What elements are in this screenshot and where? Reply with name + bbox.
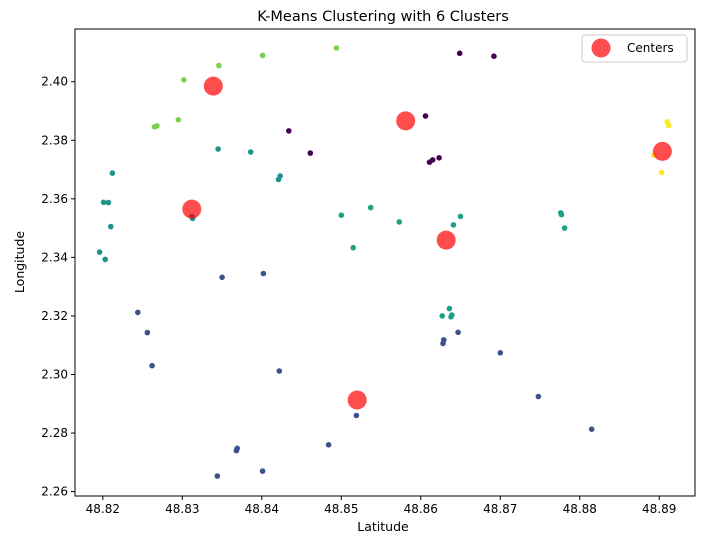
data-point-cluster-0-3 (307, 150, 314, 156)
chart-title: K-Means Clustering with 6 Clusters (257, 9, 509, 25)
data-point-cluster-1-11 (353, 412, 360, 419)
data-point-cluster-3-9 (439, 313, 446, 319)
data-point-cluster-1-14 (441, 337, 447, 343)
legend-marker-centers (591, 38, 611, 58)
y-axis-label: Longitude (12, 231, 27, 293)
data-point-cluster-1-17 (588, 426, 595, 433)
data-point-cluster-0-7 (426, 159, 433, 165)
data-point-cluster-1-10 (325, 442, 332, 448)
data-point-cluster-0-1 (491, 53, 497, 59)
data-point-cluster-2-5 (102, 256, 108, 263)
data-point-cluster-2-3 (108, 223, 114, 230)
data-point-cluster-2-8 (215, 146, 221, 152)
x-tick-label-1: 48.83 (165, 502, 199, 516)
data-point-cluster-4-1 (216, 62, 222, 69)
data-point-cluster-3-1 (367, 204, 374, 211)
cluster-center-0 (203, 76, 223, 96)
data-point-cluster-3-4 (457, 213, 464, 220)
y-tick-label-1: 2.28 (41, 426, 68, 440)
x-tick-label-6: 48.88 (563, 502, 597, 516)
legend-label-centers: Centers (627, 41, 674, 55)
data-point-cluster-5-1 (666, 122, 672, 129)
data-point-cluster-3-6 (446, 305, 453, 312)
data-point-cluster-0-2 (286, 128, 292, 134)
data-point-cluster-0-6 (436, 155, 442, 161)
data-point-cluster-4-4 (175, 117, 182, 123)
y-tick-label-6: 2.38 (41, 133, 68, 147)
x-tick-label-7: 48.89 (642, 502, 676, 516)
centers-layer (182, 76, 672, 410)
data-point-cluster-4-3 (333, 45, 340, 51)
cluster-center-1 (396, 111, 416, 131)
data-point-cluster-0-0 (456, 50, 463, 57)
data-point-cluster-1-7 (233, 447, 240, 454)
y-tick-label-5: 2.36 (41, 192, 68, 206)
data-point-cluster-1-9 (259, 468, 266, 474)
data-point-cluster-1-4 (149, 362, 155, 369)
data-point-cluster-2-4 (96, 249, 103, 255)
data-point-cluster-1-16 (535, 393, 542, 400)
x-tick-label-3: 48.85 (324, 502, 358, 516)
y-axis-ticks: 2.26 2.28 2.30 2.32 2.34 2.36 2.38 2.40 (41, 75, 75, 499)
data-point-cluster-1-5 (276, 368, 283, 374)
y-tick-label-2: 2.30 (41, 367, 68, 381)
data-point-cluster-4-6 (154, 123, 160, 129)
data-point-cluster-2-0 (109, 170, 116, 176)
cluster-center-3 (182, 199, 202, 219)
y-tick-label-4: 2.34 (41, 250, 68, 264)
data-point-cluster-2-11 (277, 173, 283, 179)
legend-box (581, 34, 688, 63)
cluster-center-2 (652, 141, 672, 161)
x-axis-ticks: 48.82 48.83 48.84 48.85 48.86 48.87 48.88 48.89 (86, 496, 676, 516)
data-point-cluster-3-0 (338, 212, 345, 218)
data-point-cluster-1-8 (214, 473, 221, 479)
plot-area (75, 29, 695, 496)
data-point-cluster-1-3 (144, 329, 151, 336)
legend: Centers (581, 34, 688, 63)
data-point-cluster-1-2 (135, 309, 141, 316)
y-tick-label-3: 2.32 (41, 309, 68, 323)
points-layer (96, 45, 672, 479)
data-point-cluster-0-4 (422, 113, 429, 119)
y-tick-label-0: 2.26 (41, 485, 68, 499)
x-axis-label: Latitude (357, 519, 409, 534)
data-point-cluster-1-12 (455, 329, 461, 336)
data-point-cluster-4-0 (181, 77, 187, 83)
data-point-cluster-3-8 (449, 312, 455, 318)
x-tick-label-5: 48.87 (483, 502, 517, 516)
data-point-cluster-5-3 (658, 169, 665, 176)
data-point-cluster-1-15 (497, 350, 504, 356)
cluster-center-4 (436, 230, 456, 250)
data-point-cluster-3-2 (350, 244, 357, 251)
data-point-cluster-4-2 (259, 52, 266, 59)
data-point-cluster-3-5 (450, 222, 457, 228)
plot-frame (74, 28, 696, 497)
data-point-cluster-2-9 (247, 149, 254, 155)
cluster-center-5 (347, 390, 367, 410)
data-point-cluster-2-2 (105, 199, 112, 206)
data-point-cluster-1-0 (219, 274, 225, 281)
y-tick-label-7: 2.40 (41, 75, 68, 89)
data-point-cluster-3-12 (561, 225, 568, 231)
data-point-cluster-3-11 (558, 211, 565, 218)
x-tick-label-4: 48.86 (404, 502, 438, 516)
x-tick-label-0: 48.82 (86, 502, 120, 516)
data-point-cluster-3-3 (396, 219, 403, 225)
x-tick-label-2: 48.84 (245, 502, 279, 516)
data-point-cluster-1-1 (260, 270, 267, 277)
data-point-cluster-2-1 (100, 199, 107, 206)
